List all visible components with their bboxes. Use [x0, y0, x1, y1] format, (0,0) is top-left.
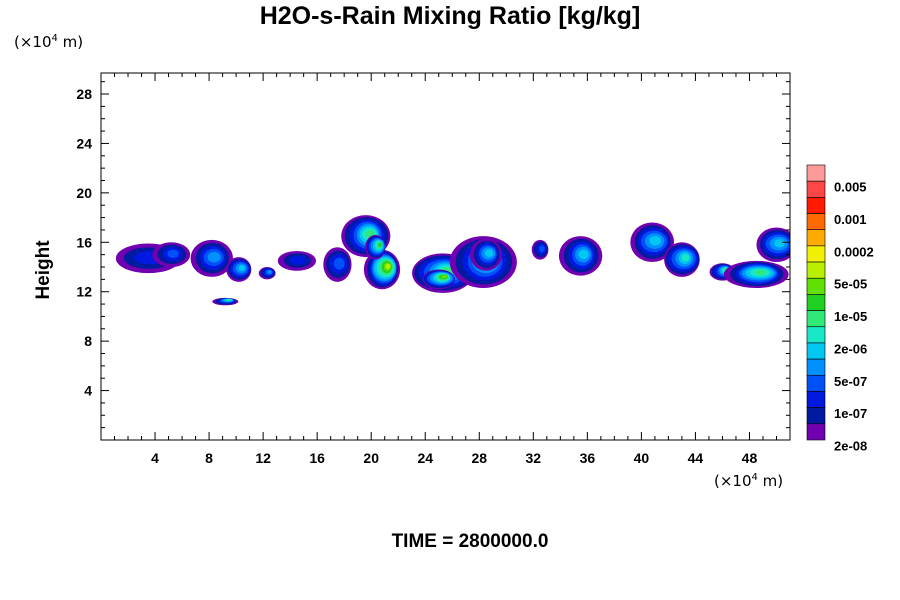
x-units-suffix: m)	[757, 472, 784, 490]
colorbar-swatch	[806, 164, 826, 182]
colorbar-label: 1e-07	[834, 406, 867, 421]
field-contour	[226, 298, 232, 302]
colorbar-swatch	[806, 213, 826, 231]
y-units-prefix: (×10	[14, 33, 52, 51]
colorbar-swatch	[806, 229, 826, 247]
field-contour	[441, 275, 448, 279]
colorbar-swatch	[806, 358, 826, 376]
x-tick-label: 40	[634, 450, 650, 466]
y-units-exp: 4	[51, 33, 58, 44]
x-axis: 4 8 12 16 20 24 28 32 36 40 44 48	[114, 73, 777, 466]
field-contour	[267, 270, 272, 274]
x-tick-label: 28	[471, 450, 487, 466]
x-tick-label: 32	[526, 450, 542, 466]
x-tick-label: 16	[309, 450, 325, 466]
field-contour	[238, 264, 245, 271]
y-tick-label: 20	[76, 185, 92, 201]
colorbar-swatch	[806, 180, 826, 198]
colorbar-swatch	[806, 374, 826, 392]
field-contour	[681, 254, 690, 262]
field-contour	[754, 269, 767, 275]
x-tick-label: 44	[688, 450, 704, 466]
x-tick-label: 36	[580, 450, 596, 466]
colorbar-label: 0.005	[834, 180, 867, 195]
colorbar-swatch	[806, 326, 826, 344]
colorbar: 0.005 0.001 0.0002 5e-05 1e-05 2e-06 5e-07 1e-0…	[806, 164, 874, 453]
time-label: TIME = 2800000.0	[391, 531, 549, 552]
colorbar-label: 0.001	[834, 212, 867, 227]
colorbar-swatch	[806, 197, 826, 214]
x-tick-label: 48	[742, 450, 758, 466]
colorbar-swatch	[806, 261, 826, 279]
field-contour	[289, 255, 307, 265]
field-contour	[578, 249, 589, 260]
field-contour	[167, 249, 179, 259]
colorbar-label: 0.0002	[834, 244, 874, 259]
x-tick-label: 24	[417, 450, 433, 466]
y-tick-label: 4	[84, 383, 92, 399]
colorbar-swatch	[806, 310, 826, 328]
colorbar-swatch	[806, 342, 826, 360]
colorbar-swatch	[806, 294, 826, 311]
x-units-label: (×104 m)	[714, 472, 783, 490]
x-tick-label: 12	[255, 450, 271, 466]
colorbar-label: 2e-08	[834, 438, 867, 453]
y-tick-label: 8	[84, 333, 92, 349]
chart-title: H2O-s-Rain Mixing Ratio [kg/kg]	[259, 2, 641, 30]
x-tick-label: 4	[151, 450, 159, 466]
x-units-prefix: (×10	[714, 472, 752, 490]
field-contour	[333, 257, 345, 270]
y-axis: 4 8 12 16 20 24 28	[76, 81, 790, 429]
field-contour	[385, 263, 391, 270]
y-tick-label: 16	[76, 234, 92, 250]
colorbar-swatch	[806, 245, 826, 263]
x-tick-label: 8	[205, 450, 213, 466]
y-units-label: (×104 m)	[14, 33, 83, 51]
field-contour	[207, 251, 221, 263]
colorbar-swatch	[806, 423, 826, 441]
field-contour	[378, 242, 382, 247]
field-contour	[774, 239, 785, 248]
field-contour	[649, 235, 662, 246]
colorbar-swatch	[806, 277, 826, 295]
y-tick-label: 28	[76, 86, 92, 102]
field-contour	[539, 245, 545, 253]
x-units-exp: 4	[751, 472, 758, 483]
colorbar-swatch	[806, 407, 826, 425]
field-contours	[115, 215, 790, 306]
y-tick-label: 24	[76, 135, 92, 151]
field-contour	[484, 249, 494, 258]
plot-frame	[100, 72, 791, 441]
y-units-suffix: m)	[57, 33, 84, 51]
colorbar-swatch	[806, 391, 826, 408]
colorbar-label: 1e-05	[834, 309, 867, 324]
colorbar-label: 5e-05	[834, 277, 867, 292]
colorbar-label: 2e-06	[834, 341, 867, 356]
x-tick-label: 20	[363, 450, 379, 466]
y-tick-label: 12	[76, 284, 92, 300]
colorbar-label: 5e-07	[834, 374, 867, 389]
